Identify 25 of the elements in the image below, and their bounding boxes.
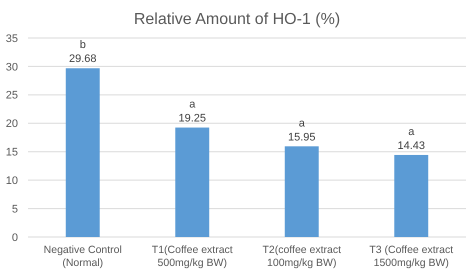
annotation: a xyxy=(408,126,416,138)
y-tick-label: 25 xyxy=(6,90,18,102)
y-tick-label: 20 xyxy=(6,118,18,130)
chart-title: Relative Amount of HO-1 (%) xyxy=(134,11,340,28)
data-label: 14.43 xyxy=(397,140,426,152)
data-label: 15.95 xyxy=(288,131,316,144)
y-tick-label: 35 xyxy=(6,32,18,45)
annotation: b xyxy=(80,39,86,52)
bar xyxy=(394,154,428,237)
y-tick-label: 15 xyxy=(6,146,18,159)
bar xyxy=(175,128,210,237)
y-tick-label: 5 xyxy=(12,203,18,216)
x-tick-label: T3 (Coffee extract 1500mg/kg BW) xyxy=(369,244,454,269)
bar xyxy=(66,68,100,237)
bar xyxy=(284,146,319,237)
y-tick-label: 10 xyxy=(6,174,18,187)
y-tick-label: 30 xyxy=(6,61,18,74)
y-tick-label: 0 xyxy=(12,232,18,244)
data-label: 29.68 xyxy=(68,53,97,66)
x-tick-label: Negative Control (Normal) xyxy=(44,244,122,269)
annotation: a xyxy=(298,117,306,130)
x-tick-label: T1(Coffee extract 500mg/kg BW) xyxy=(152,244,233,269)
data-label: 19.25 xyxy=(178,112,206,125)
x-tick-label: T2(coffee extract 100mg/kg BW) xyxy=(262,244,342,269)
annotation: a xyxy=(189,98,196,111)
